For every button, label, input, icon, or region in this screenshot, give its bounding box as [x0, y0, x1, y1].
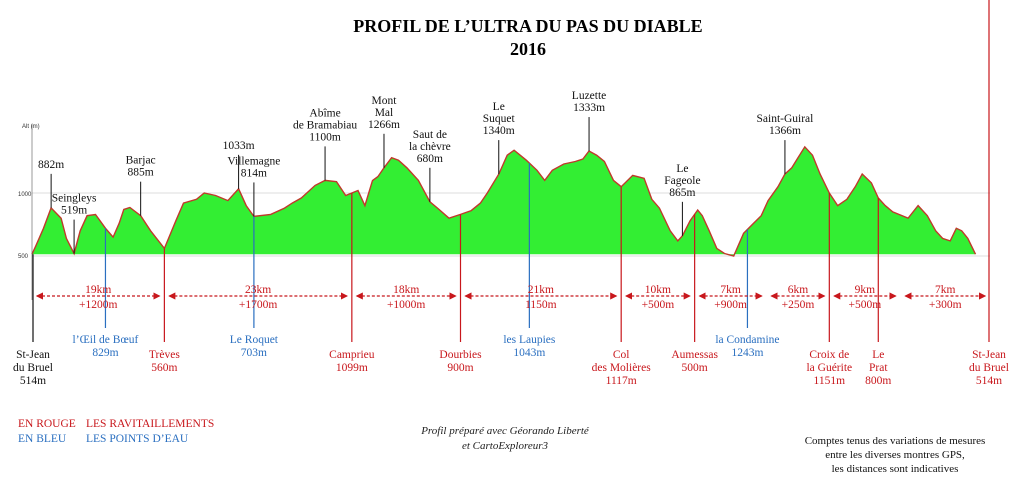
peak-name: Barjac [126, 155, 156, 167]
segment-arrows: 19km +1200m 23km +1700m 18km +1000m 21km 1150m 1… [35, 284, 987, 311]
peak-name: Mal [375, 107, 394, 119]
y-tick-500: 500 [18, 254, 29, 260]
segment-gain: +900m [714, 299, 747, 311]
peak-name: Saut de [413, 129, 447, 141]
segment-distance: 6km [788, 284, 809, 296]
ravitaillement-name: du Bruel [13, 362, 53, 374]
peak-altitude: 885m [128, 167, 154, 179]
ravitaillement-altitude: 514m [976, 375, 1002, 387]
ravitaillement-name: St-Jean [972, 349, 1006, 361]
y-tick-1000: 1000 [18, 192, 32, 198]
legend-red-key: EN ROUGE [18, 418, 76, 430]
water-point-name: la Condamine [715, 334, 779, 346]
chart-title: PROFIL DE L’ULTRA DU PAS DU DIABLE [353, 16, 702, 36]
ravitaillement-name: du Bruel [969, 362, 1009, 374]
segment-distance: 9km [855, 284, 876, 296]
elevation-line [31, 145, 977, 257]
water-point-altitude: 1043m [513, 347, 545, 359]
peak-altitude: 1366m [769, 125, 801, 137]
peak-name: Abîme [309, 107, 340, 119]
peak-name: Le [493, 101, 505, 113]
peak-name: Le [676, 163, 688, 175]
ravitaillement-name: la Guérite [806, 362, 852, 374]
segment-gain: +1200m [79, 299, 117, 311]
peak-altitude: 680m [417, 153, 443, 165]
water-point-name: les Laupies [503, 334, 556, 346]
ravitaillement-name: Croix de [809, 349, 849, 361]
ravitaillement-name: des Molières [592, 362, 652, 374]
credit-line-2: et CartoExploreur3 [462, 440, 549, 452]
water-point-altitude: 703m [241, 347, 267, 359]
peak-name: la chèvre [409, 141, 451, 153]
segment-distance: 7km [935, 284, 956, 296]
water-point-altitude: 829m [92, 347, 118, 359]
water-point-name: Le Roquet [230, 334, 279, 346]
peak-name: de Bramabiau [293, 119, 357, 131]
peak-altitude: 1100m [309, 131, 341, 143]
segment-gain: +500m [642, 299, 675, 311]
ravitaillement-name: Camprieu [329, 349, 375, 361]
peak-name: Mont [372, 95, 398, 107]
segment-gain: +1000m [387, 299, 425, 311]
ravitaillement-altitude: 1117m [606, 375, 637, 387]
ravitaillement-altitude: 514m [20, 375, 46, 387]
peak-altitude: 1033m [223, 140, 255, 152]
legend-blue-text: LES POINTS D’EAU [86, 433, 189, 445]
ravitaillement-altitude: 900m [447, 362, 473, 374]
segment-gain: +300m [929, 299, 962, 311]
peak-name: Luzette [572, 90, 606, 102]
segment-distance: 10km [645, 284, 671, 296]
elevation-area [32, 146, 976, 256]
peak-name: Villemagne [227, 155, 280, 167]
ravitaillement-altitude: 560m [151, 362, 177, 374]
peak-altitude: 1340m [483, 125, 515, 137]
ravitaillement-name: Prat [869, 362, 888, 374]
segment-distance: 23km [245, 284, 271, 296]
peak-name: Fageole [664, 175, 700, 187]
peak-altitude: 814m [241, 167, 267, 179]
peak-altitude: 1333m [573, 102, 605, 114]
segment-distance: 21km [528, 284, 554, 296]
peak-name: Suquet [483, 113, 516, 125]
peak-name: Saint-Guiral [757, 113, 814, 125]
peak-name: Seingleys [52, 193, 97, 205]
legend-blue-key: EN BLEU [18, 433, 67, 445]
segment-gain: +250m [782, 299, 815, 311]
segment-gain: +1700m [239, 299, 277, 311]
peak-altitude: 1266m [368, 119, 400, 131]
chart-subtitle: 2016 [510, 39, 546, 59]
peak-altitude: 519m [61, 205, 87, 217]
ravitaillement-altitude: 800m [865, 375, 891, 387]
segment-gain: +500m [849, 299, 882, 311]
ravitaillement-altitude: 1151m [814, 375, 846, 387]
segment-distance: 18km [393, 284, 419, 296]
ravitaillement-name: St-Jean [16, 349, 50, 361]
ravitaillement-name: Col [613, 349, 630, 361]
peak-altitude: 882m [38, 159, 64, 171]
y-axis-label: Alt (m) [22, 124, 40, 130]
ravitaillement-name: Le [872, 349, 884, 361]
segment-distance: 19km [85, 284, 111, 296]
peak-altitude: 865m [669, 187, 695, 199]
ravitaillement-name: Trèves [149, 349, 180, 361]
ravitaillement-altitude: 500m [682, 362, 708, 374]
note-line-1: Comptes tenus des variations de mesures [805, 435, 986, 447]
segment-distance: 7km [720, 284, 741, 296]
water-point-altitude: 1243m [731, 347, 763, 359]
segment-gain: 1150m [525, 299, 557, 311]
note-line-2: entre les diverses montres GPS, [825, 449, 965, 461]
legend-red-text: LES RAVITAILLEMENTS [86, 418, 214, 430]
credit-line-1: Profil préparé avec Géorando Liberté [420, 425, 590, 437]
note-line-3: les distances sont indicatives [832, 463, 959, 475]
ravitaillement-altitude: 1099m [336, 362, 368, 374]
ravitaillement-name: Dourbies [439, 349, 482, 361]
water-point-name: l’Œil de Bœuf [73, 334, 139, 346]
ravitaillement-name: Aumessas [671, 349, 718, 361]
